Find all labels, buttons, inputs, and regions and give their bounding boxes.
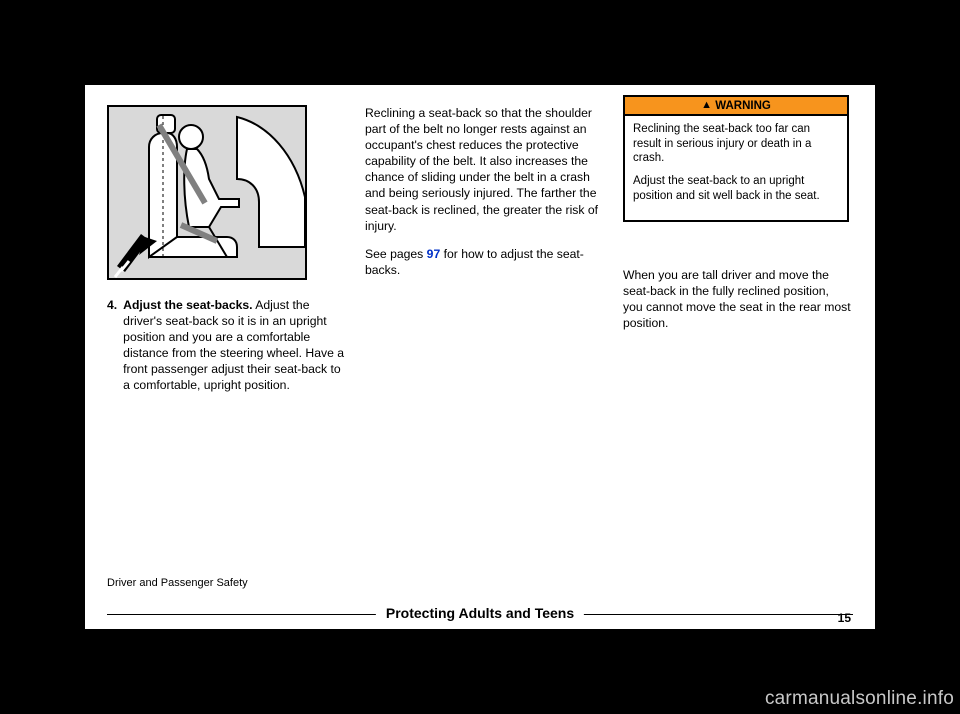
step-lead: Adjust the seat-backs. (123, 298, 252, 312)
warning-label: WARNING (715, 100, 771, 112)
seatback-illustration (107, 105, 307, 280)
warning-box: ▲ WARNING Reclining the seat-back too fa… (623, 95, 849, 222)
col2-p2a: See pages (365, 247, 427, 261)
seatback-svg (109, 107, 309, 282)
warning-p1: Reclining the seat-back too far can resu… (633, 122, 839, 166)
column-2: Reclining a seat-back so that the should… (365, 105, 603, 290)
col2-paragraph-2: See pages 97 for how to adjust the seat-… (365, 246, 603, 278)
manual-page: 4. Adjust the seat-backs. Adjust the dri… (85, 85, 875, 629)
warning-icon: ▲ (701, 99, 712, 111)
warning-p2: Adjust the seat-back to an upright posit… (633, 174, 839, 203)
page-link-97[interactable]: 97 (427, 247, 441, 261)
col3-paragraph-1: When you are tall driver and move the se… (623, 267, 851, 331)
col2-paragraph-1: Reclining a seat-back so that the should… (365, 105, 603, 234)
step-number: 4. (107, 297, 117, 394)
warning-body: Reclining the seat-back too far can resu… (625, 116, 847, 220)
step-4: 4. Adjust the seat-backs. Adjust the dri… (107, 297, 345, 394)
column-1: 4. Adjust the seat-backs. Adjust the dri… (107, 297, 345, 406)
column-3: When you are tall driver and move the se… (623, 267, 851, 343)
step-text: Adjust the seat-backs. Adjust the driver… (123, 297, 345, 394)
watermark: carmanualsonline.info (765, 688, 954, 710)
section-path: Driver and Passenger Safety (107, 577, 248, 589)
page-title: Protecting Adults and Teens (376, 605, 584, 621)
step-rest: Adjust the driver's seat-back so it is i… (123, 298, 344, 392)
warning-header: ▲ WARNING (625, 97, 847, 116)
page-number: 15 (838, 611, 851, 625)
